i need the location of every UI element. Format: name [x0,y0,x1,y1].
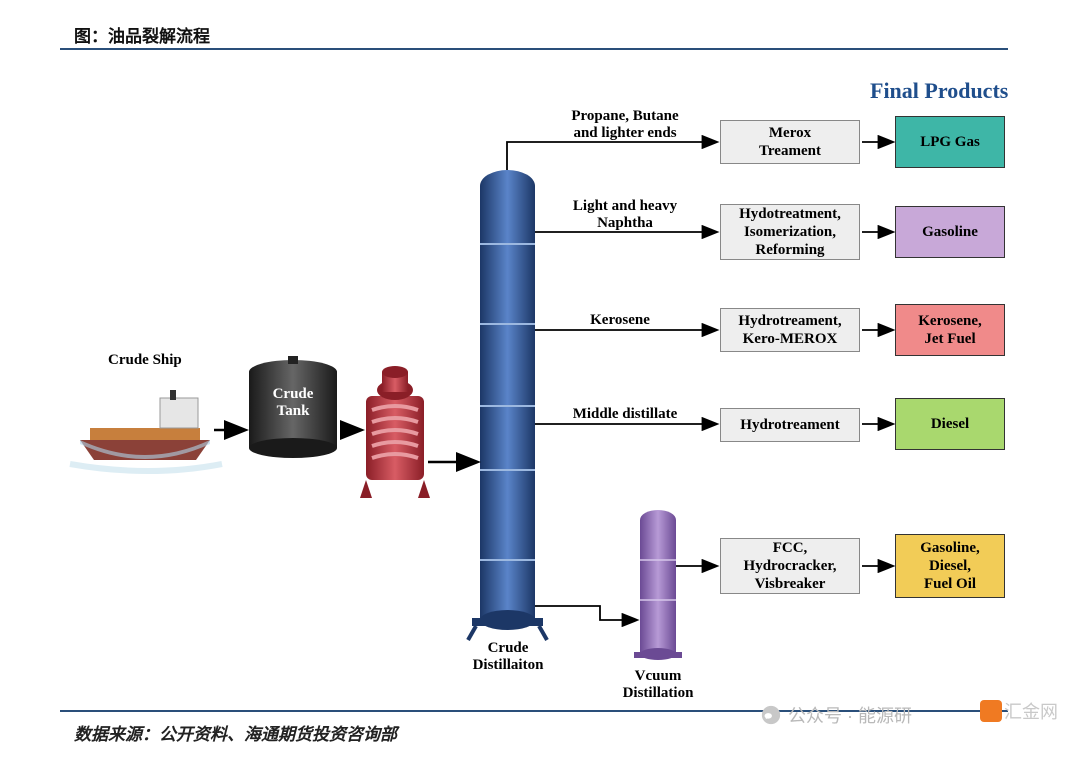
prod-fueloil: Gasoline, Diesel, Fuel Oil [895,534,1005,598]
figure-title: 图：油品裂解流程 [74,22,210,47]
source-line: 数据来源：公开资料、海通期货投资咨询部 [74,720,397,745]
prod-kerojet: Kerosene, Jet Fuel [895,304,1005,356]
proc-kero: Hydrotreament, Kero-MEROX [720,308,860,352]
frac1-label: Propane, Butane and lighter ends [550,108,700,143]
vacuum-column-icon [634,510,682,660]
final-products-title: Final Products [870,78,1008,104]
site-text: 汇金网 [1004,698,1058,724]
crude-column-icon [468,170,547,640]
prod-gasoline: Gasoline [895,206,1005,258]
crude-ship-icon [70,390,222,471]
proc-fcc: FCC, Hydrocracker, Visbreaker [720,538,860,594]
crude-tank-label: Crude Tank [265,386,321,421]
crude-ship-label: Crude Ship [108,352,182,369]
site-logo-icon [980,700,1002,722]
proc-naphtha: Hydotreatment, Isomerization, Reforming [720,204,860,260]
prod-lpg: LPG Gas [895,116,1005,168]
vacuum-distillation-label: Vcuum Distillation [612,668,704,703]
wechat-icon [760,704,782,726]
furnace-icon [360,366,430,498]
frac4-label: Middle distillate [555,406,695,423]
prod-diesel: Diesel [895,398,1005,450]
proc-diesel: Hydrotreament [720,408,860,442]
frac3-label: Kerosene [560,312,680,329]
frac2-label: Light and heavy Naphtha [550,198,700,233]
top-rule [60,48,1008,50]
wechat-watermark: 公众号 · 能源研 [760,702,912,728]
site-watermark: 汇金网 [980,698,1058,724]
crude-distillation-label: Crude Distillaiton [462,640,554,675]
proc-merox: Merox Treament [720,120,860,164]
wechat-text: 公众号 · 能源研 [788,702,912,728]
